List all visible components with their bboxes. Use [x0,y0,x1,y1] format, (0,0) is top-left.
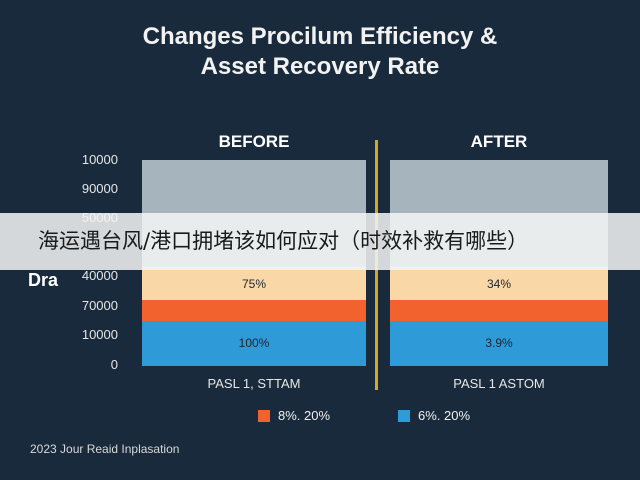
bar-segment-label: 3.9% [485,336,513,351]
overlay-banner: 海运遇台风/港口拥堵该如何应对（时效补救有哪些） [0,213,640,270]
bar-segment [390,300,608,321]
chart-title-line2: Asset Recovery Rate [200,53,440,80]
y-tick-label: 10000 [81,152,118,167]
chart-title: Changes Procilum Efficiency & Asset Reco… [0,22,640,82]
bar-segment-label: 34% [486,276,512,291]
bar-segment [142,267,366,301]
y-tick-label: 70000 [81,298,118,313]
legend-swatch-orange [258,409,270,422]
bar-segment [142,300,366,321]
y-tick-label: 10000 [81,327,118,342]
footer-text: 2023 Jour Reaid Inplasation [30,442,180,456]
bar-segment [390,320,608,366]
legend-label-orange: 8%. 20% [278,408,331,423]
bar-segment [142,320,366,366]
legend-item-orange: 8%. 20% [258,408,330,423]
y-tick-label: 40000 [81,268,118,283]
x-category-before: PASL 1, STTAM [207,376,301,391]
chart-title-line1: Changes Procilum Efficiency & [142,23,498,50]
panel-heading-after: AFTER [470,132,528,151]
bar-segment [390,267,608,301]
bar-segment-label: 100% [238,336,270,351]
legend-swatch-blue [398,409,410,422]
bar-segment-label: 75% [241,276,267,291]
y-tick-label: 90000 [81,181,118,196]
y-axis-label: Dra [28,270,59,290]
panel-heading-before: BEFORE [218,132,290,151]
y-tick-label: 0 [110,357,118,372]
legend-item-blue: 6%. 20% [398,408,470,423]
x-category-after: PASL 1 ASTOM [453,376,545,391]
legend-label-blue: 6%. 20% [418,408,471,423]
